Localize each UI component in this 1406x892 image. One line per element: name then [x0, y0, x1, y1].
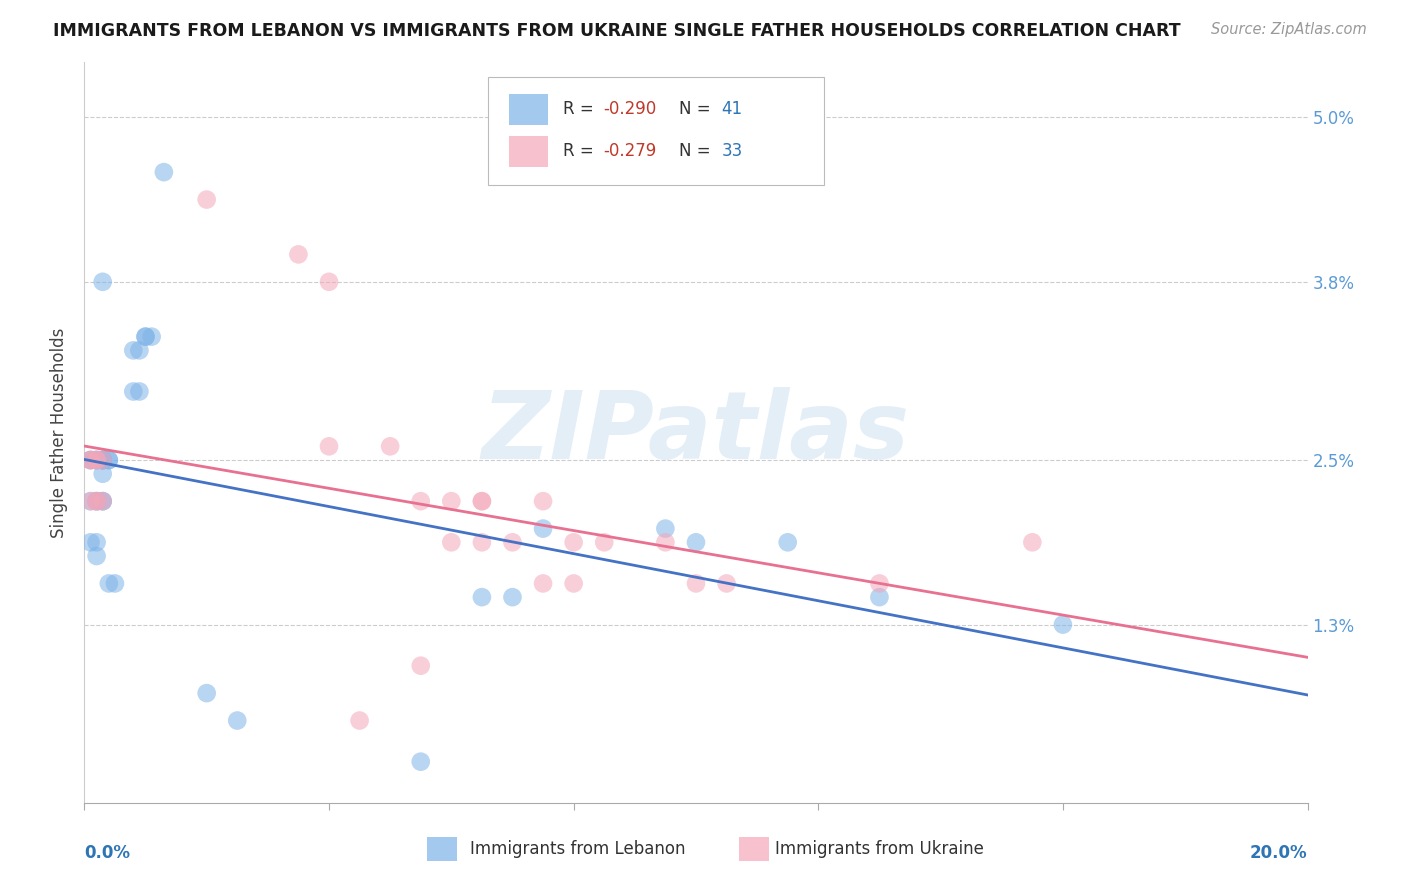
- Point: [97, 576, 120, 591]
- Point: [226, 714, 249, 728]
- Text: 41: 41: [721, 100, 742, 118]
- Point: [86, 549, 108, 563]
- Point: [471, 590, 494, 604]
- Point: [135, 329, 157, 343]
- Point: [471, 494, 494, 508]
- Point: [685, 576, 707, 591]
- Text: 33: 33: [721, 143, 742, 161]
- Point: [141, 329, 163, 343]
- Point: [195, 193, 218, 207]
- Text: ZIPatlas: ZIPatlas: [482, 386, 910, 479]
- FancyBboxPatch shape: [427, 837, 457, 861]
- FancyBboxPatch shape: [509, 136, 548, 167]
- FancyBboxPatch shape: [488, 78, 824, 185]
- Point: [86, 453, 108, 467]
- Point: [86, 494, 108, 508]
- Text: IMMIGRANTS FROM LEBANON VS IMMIGRANTS FROM UKRAINE SINGLE FATHER HOUSEHOLDS CORR: IMMIGRANTS FROM LEBANON VS IMMIGRANTS FR…: [53, 22, 1181, 40]
- Point: [318, 439, 340, 453]
- Point: [318, 275, 340, 289]
- Point: [79, 453, 101, 467]
- Point: [716, 576, 738, 591]
- Point: [79, 494, 101, 508]
- Point: [97, 453, 120, 467]
- Point: [91, 494, 114, 508]
- Point: [86, 453, 108, 467]
- Point: [195, 686, 218, 700]
- Point: [91, 467, 114, 481]
- Point: [471, 494, 494, 508]
- Text: -0.279: -0.279: [603, 143, 657, 161]
- Point: [531, 576, 554, 591]
- Text: 0.0%: 0.0%: [84, 844, 131, 862]
- Point: [91, 453, 114, 467]
- Point: [869, 590, 891, 604]
- Text: 20.0%: 20.0%: [1250, 844, 1308, 862]
- Point: [97, 453, 120, 467]
- Text: N =: N =: [679, 143, 716, 161]
- Point: [86, 453, 108, 467]
- Point: [79, 453, 101, 467]
- Point: [287, 247, 309, 261]
- Point: [502, 535, 524, 549]
- Point: [86, 494, 108, 508]
- Point: [79, 453, 101, 467]
- Text: -0.290: -0.290: [603, 100, 657, 118]
- Text: R =: R =: [562, 143, 599, 161]
- Point: [122, 343, 145, 358]
- Point: [104, 576, 127, 591]
- Point: [128, 384, 150, 399]
- Point: [654, 522, 676, 536]
- Point: [91, 275, 114, 289]
- Point: [409, 494, 432, 508]
- Point: [79, 453, 101, 467]
- Point: [91, 494, 114, 508]
- Y-axis label: Single Father Households: Single Father Households: [51, 327, 69, 538]
- Text: N =: N =: [679, 100, 716, 118]
- Point: [471, 535, 494, 549]
- Point: [531, 522, 554, 536]
- Point: [153, 165, 176, 179]
- Point: [502, 590, 524, 604]
- Point: [562, 576, 585, 591]
- Point: [593, 535, 616, 549]
- Point: [531, 494, 554, 508]
- Point: [86, 494, 108, 508]
- FancyBboxPatch shape: [738, 837, 769, 861]
- Point: [869, 576, 891, 591]
- Point: [440, 535, 463, 549]
- Point: [409, 658, 432, 673]
- Point: [86, 494, 108, 508]
- Point: [91, 494, 114, 508]
- Point: [409, 755, 432, 769]
- Text: Immigrants from Lebanon: Immigrants from Lebanon: [470, 839, 685, 858]
- Point: [122, 384, 145, 399]
- Point: [91, 453, 114, 467]
- Point: [86, 535, 108, 549]
- Point: [776, 535, 799, 549]
- Point: [1021, 535, 1043, 549]
- Point: [79, 494, 101, 508]
- Point: [91, 453, 114, 467]
- Point: [91, 453, 114, 467]
- Point: [135, 329, 157, 343]
- Text: Immigrants from Ukraine: Immigrants from Ukraine: [776, 839, 984, 858]
- Point: [128, 343, 150, 358]
- Point: [562, 535, 585, 549]
- Point: [1052, 617, 1074, 632]
- Point: [440, 494, 463, 508]
- Point: [86, 453, 108, 467]
- Point: [654, 535, 676, 549]
- Text: Source: ZipAtlas.com: Source: ZipAtlas.com: [1211, 22, 1367, 37]
- Text: R =: R =: [562, 100, 599, 118]
- Point: [685, 535, 707, 549]
- Point: [79, 535, 101, 549]
- Point: [380, 439, 402, 453]
- Point: [91, 453, 114, 467]
- Point: [349, 714, 371, 728]
- FancyBboxPatch shape: [509, 94, 548, 125]
